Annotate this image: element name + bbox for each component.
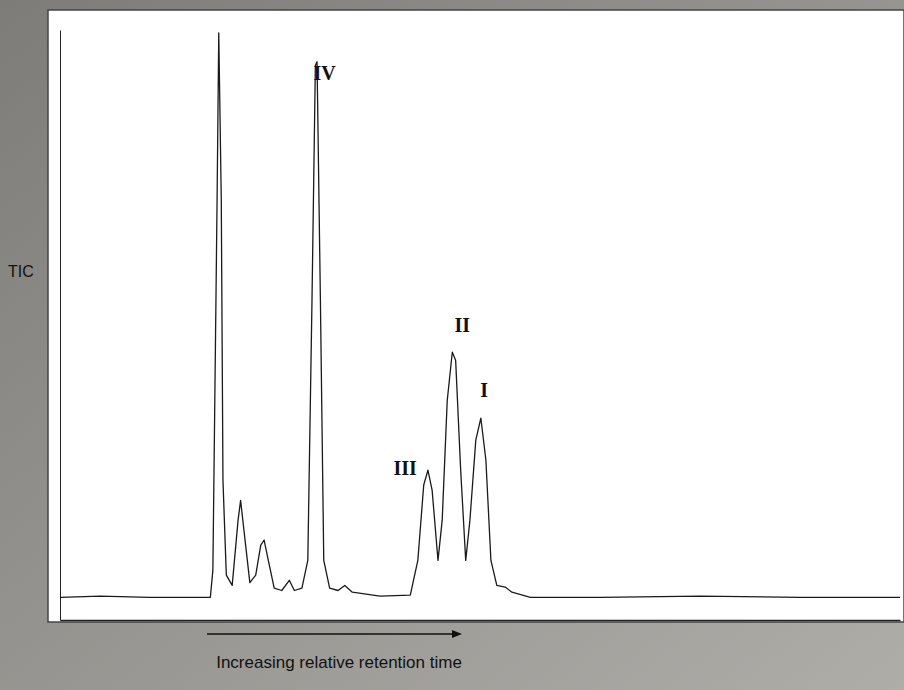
background <box>0 0 904 690</box>
y-axis-title: TIC <box>8 263 34 280</box>
plot-area <box>60 33 900 597</box>
peak-label: III <box>394 457 418 479</box>
y-axis <box>60 31 61 621</box>
arrow-head <box>452 630 462 638</box>
peak-label: I <box>480 379 488 401</box>
x-axis-title: Increasing relative retention time <box>216 653 462 672</box>
plot-panel <box>48 10 904 622</box>
tic-trace <box>60 33 900 597</box>
arrow-shaft <box>207 633 454 635</box>
x-axis <box>61 620 901 621</box>
chart: IVIIIIIITICIncreasing relative retention… <box>0 0 904 690</box>
peak-label: II <box>455 314 471 336</box>
peak-labels: IVIIIIII <box>313 62 488 479</box>
y-axis-line <box>60 31 61 621</box>
x-axis-line <box>61 620 901 622</box>
peak-label: IV <box>313 62 336 84</box>
